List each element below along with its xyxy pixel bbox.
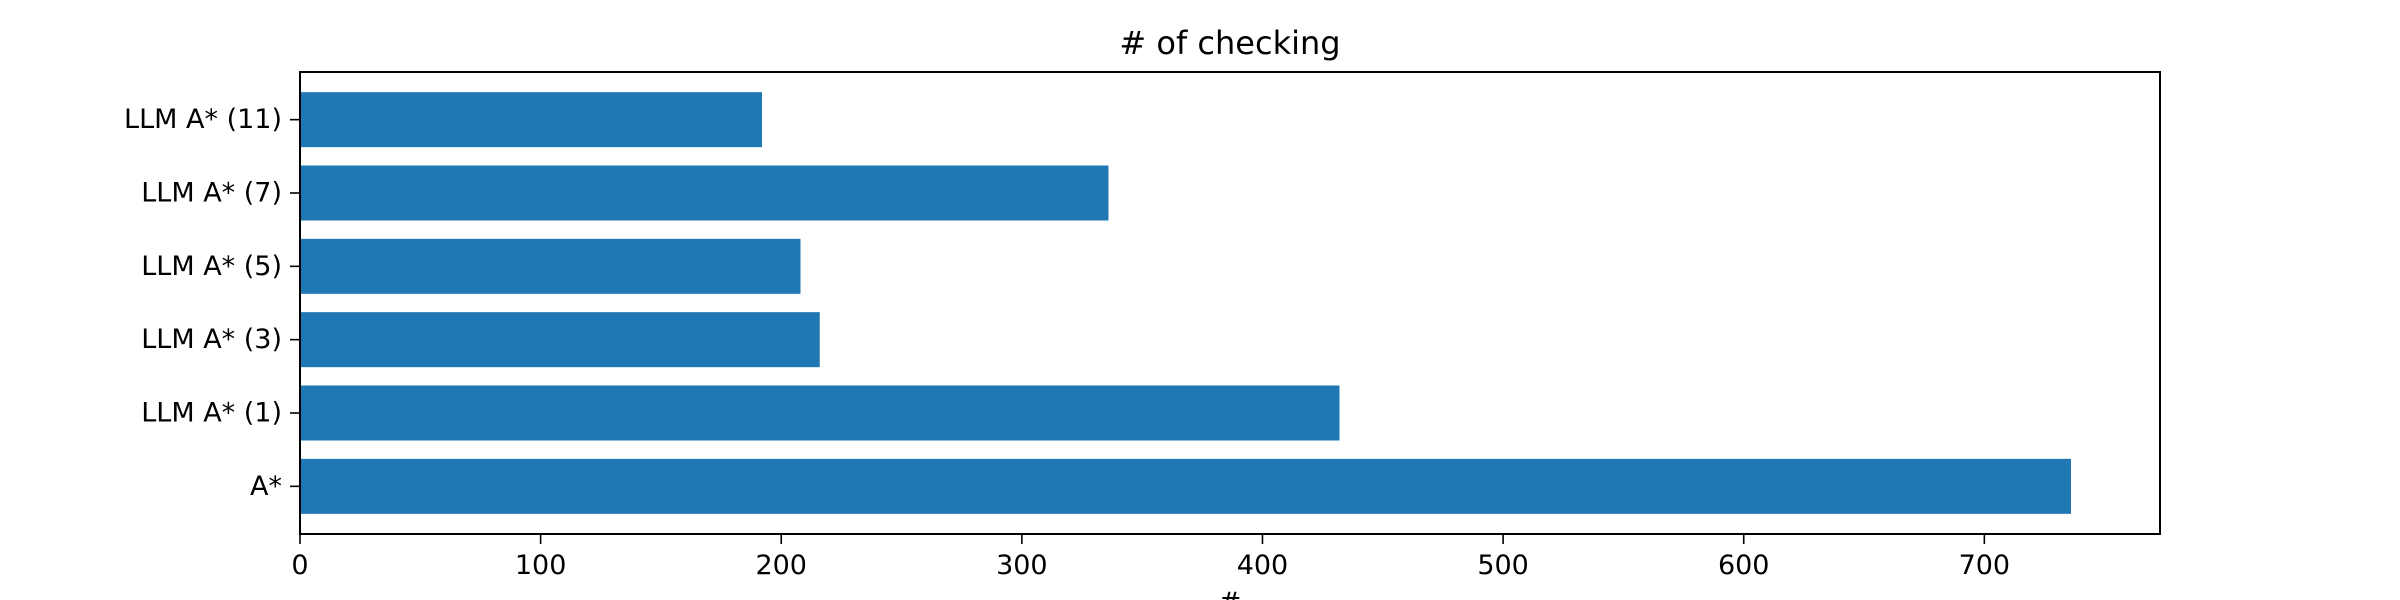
y-axis: A* LLM A* (1) LLM A* (3) LLM A* (5) LLM A* (… (124, 104, 300, 502)
bar-1 (300, 385, 1340, 441)
bar-5 (300, 92, 762, 148)
y-tick-label-4: LLM A* (7) (141, 178, 282, 209)
x-tick-label-7: 700 (1959, 550, 2011, 581)
bar-2 (300, 312, 820, 368)
x-axis: 0 100 200 300 400 500 600 700 (291, 534, 2010, 581)
x-tick-label-1: 100 (515, 550, 567, 581)
x-axis-label: # (1219, 587, 1242, 600)
bar-0 (300, 458, 2071, 514)
y-tick-label-5: LLM A* (11) (124, 104, 282, 135)
x-tick-label-2: 200 (755, 550, 807, 581)
x-tick-label-6: 600 (1718, 550, 1770, 581)
x-tick-label-0: 0 (291, 550, 308, 581)
chart-title: # of checking (1119, 24, 1340, 62)
bar-4 (300, 165, 1109, 221)
y-tick-label-1: LLM A* (1) (141, 398, 282, 429)
y-tick-label-0: A* (250, 471, 282, 502)
x-tick-label-5: 500 (1477, 550, 1529, 581)
bars-layer (300, 92, 2071, 514)
x-tick-label-4: 400 (1237, 550, 1289, 581)
y-tick-label-2: LLM A* (3) (141, 324, 282, 355)
y-tick-label-3: LLM A* (5) (141, 251, 282, 282)
plot-frame (299, 71, 2161, 535)
x-tick-label-3: 300 (996, 550, 1048, 581)
bar-3 (300, 238, 801, 294)
